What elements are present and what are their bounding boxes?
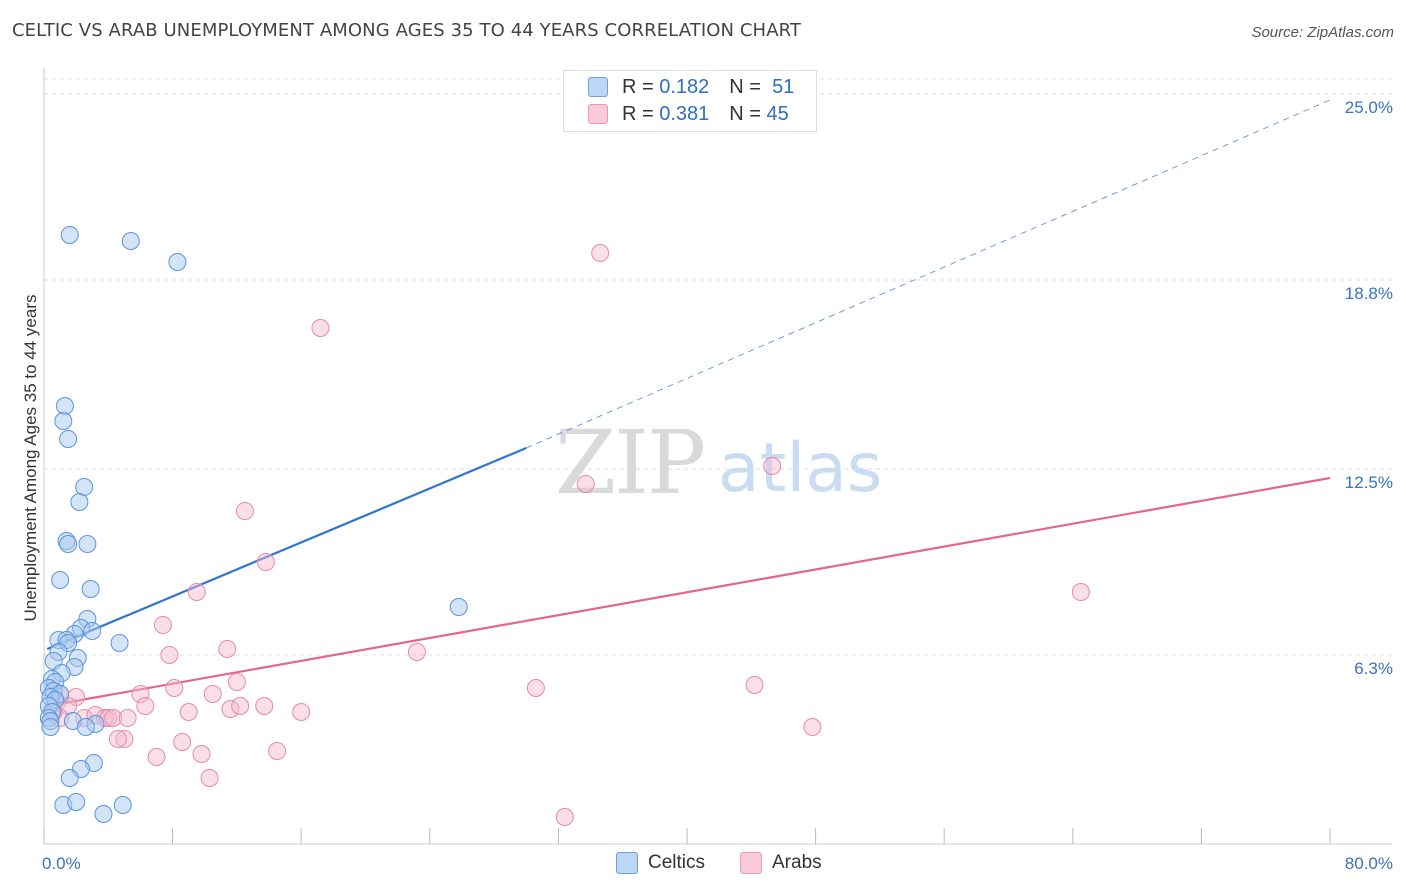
data-point-arabs (255, 697, 274, 715)
data-point-arabs (147, 748, 166, 766)
data-point-arabs (221, 700, 240, 718)
data-point-celtics (113, 796, 132, 814)
data-point-arabs (235, 502, 254, 520)
data-point-arabs (153, 616, 172, 634)
data-point-arabs (745, 676, 764, 694)
data-point-arabs (407, 643, 426, 661)
tick-labels: 6.3% 12.5% 18.8% 25.0% 0.0% 80.0% (42, 98, 1393, 873)
y-tick-label: 18.8% (1345, 284, 1393, 303)
data-point-arabs (179, 703, 198, 721)
data-point-celtics (51, 571, 70, 589)
data-point-arabs (108, 730, 127, 748)
bottom-legend-arabs: Arabs (740, 852, 822, 874)
legend-row-celtics: R = 0.182 N = 51 (588, 75, 794, 99)
data-point-arabs (192, 745, 211, 763)
legend-swatch-arabs (588, 104, 608, 124)
data-point-arabs (256, 553, 275, 571)
data-point-arabs (136, 697, 155, 715)
watermark-atlas: atlas (718, 429, 882, 508)
data-point-arabs (763, 457, 782, 475)
data-point-arabs (292, 703, 311, 721)
trend-line-arabs (47, 476, 1331, 708)
chart-title: CELTIC VS ARAB UNEMPLOYMENT AMONG AGES 3… (12, 20, 802, 41)
y-tick-label: 6.3% (1354, 659, 1393, 678)
trend-line-celtics (46, 446, 527, 651)
legend-row-arabs: R = 0.381 N = 45 (588, 102, 789, 126)
data-point-arabs (1071, 583, 1090, 601)
data-point-celtics (449, 598, 468, 616)
data-point-arabs (165, 679, 184, 697)
legend-swatch-celtics (588, 77, 608, 97)
data-point-arabs (131, 685, 150, 703)
data-point-arabs (118, 709, 137, 727)
data-point-arabs (218, 640, 237, 658)
bottom-legend-celtics: Celtics (616, 852, 705, 874)
data-point-celtics (168, 253, 187, 271)
data-point-arabs (200, 769, 219, 787)
data-point-celtics (121, 232, 140, 250)
x-tick-label-min: 0.0% (42, 854, 81, 873)
legend-n-value-celtics: 51 (772, 75, 795, 98)
chart-source: Source: ZipAtlas.com (1251, 24, 1394, 41)
trend-line-celtics-extension (526, 99, 1331, 449)
data-point-celtics (54, 412, 73, 430)
data-point-celtics (60, 226, 79, 244)
data-point-celtics (83, 622, 102, 640)
data-point-arabs (576, 475, 595, 493)
data-point-arabs (231, 697, 250, 715)
trend-lines (46, 99, 1331, 708)
legend-n-label: N = (729, 102, 761, 125)
data-point-celtics (59, 430, 78, 448)
data-point-arabs (555, 808, 574, 826)
legend-r-label: R = (622, 75, 654, 98)
data-point-arabs (268, 742, 287, 760)
data-point-celtics (94, 805, 113, 823)
watermark-zip: ZIP (555, 411, 704, 514)
bottom-legend-label-celtics: Celtics (648, 852, 706, 873)
bottom-legend-swatch-celtics (616, 852, 638, 874)
data-point-arabs (115, 730, 134, 748)
legend-r-label: R = (622, 102, 654, 125)
data-point-arabs (227, 673, 246, 691)
data-point-arabs (203, 685, 222, 703)
data-point-celtics (67, 793, 86, 811)
data-point-celtics (81, 580, 100, 598)
y-tick-label: 12.5% (1345, 473, 1393, 492)
data-point-arabs (803, 718, 822, 736)
data-point-arabs (160, 646, 179, 664)
points-celtics (39, 226, 468, 823)
data-point-arabs (187, 583, 206, 601)
gridlines (44, 78, 1392, 656)
data-point-arabs (311, 319, 330, 337)
watermark: ZIP atlas (555, 411, 882, 514)
data-point-celtics (75, 478, 94, 496)
legend-n-label: N = (729, 75, 761, 98)
y-tick-label: 25.0% (1345, 98, 1393, 117)
legend-r-value-arabs: 0.381 (659, 102, 710, 125)
data-point-arabs (526, 679, 545, 697)
data-point-arabs (104, 709, 123, 727)
bottom-legend-swatch-arabs (740, 852, 762, 874)
data-point-arabs (591, 244, 610, 262)
data-point-celtics (76, 718, 95, 736)
data-point-celtics (70, 493, 89, 511)
legend-r-value-celtics: 0.182 (659, 75, 710, 98)
data-point-celtics (60, 769, 79, 787)
legend-n-value-arabs: 45 (766, 102, 789, 125)
data-point-celtics (59, 535, 78, 553)
data-point-celtics (78, 535, 97, 553)
data-point-celtics (41, 718, 60, 736)
points-arabs (44, 244, 1090, 826)
data-point-celtics (55, 397, 74, 415)
data-point-arabs (173, 733, 192, 751)
data-point-celtics (110, 634, 129, 652)
bottom-legend-label-arabs: Arabs (772, 852, 822, 873)
x-tick-label-max: 80.0% (1345, 854, 1393, 873)
stats-legend: R = 0.182 N = 51 R = 0.381 N = 45 (563, 70, 817, 132)
y-axis-label: Unemployment Among Ages 35 to 44 years (21, 295, 40, 622)
